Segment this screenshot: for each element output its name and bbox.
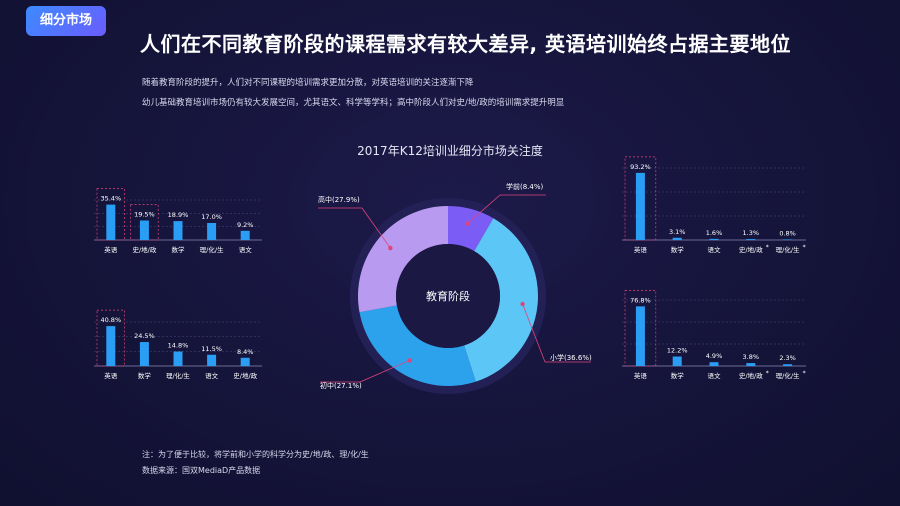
page-title: 人们在不同教育阶段的课程需求有较大差异, 英语培训始终占据主要地位 [140,32,792,56]
donut-slice-label: 高中(27.9%) [318,195,360,204]
bar-value-label: 1.6% [706,229,723,237]
bar-英语 [635,306,645,366]
donut-slice-初中 [359,305,476,386]
bar-语文 [207,354,217,366]
bar-value-label: 40.8% [100,316,121,324]
donut-leader-line [522,303,546,363]
bar-value-label: 18.9% [168,211,189,219]
bar-category-label: 数学 [172,245,186,254]
bar-value-label: 4.9% [706,352,723,360]
bar-category-label: 史/地/政 [739,371,763,380]
bar-语文 [709,238,719,240]
section-tag: 细分市场 [26,6,106,36]
bar-category-label: 语文 [239,245,253,254]
bar-value-label: 3.8% [743,353,760,361]
bar-category-label: 理/化/生 [166,371,190,380]
bar-value-label: 11.5% [201,345,222,353]
bar-category-label: 英语 [104,245,118,254]
donut-slice-label: 初中(27.1%) [320,381,362,390]
donut-leader-line [467,194,501,224]
donut-slice-小学 [464,218,539,382]
donut-center-label: 教育阶段 [426,289,470,303]
bar-英语 [106,326,116,366]
subtitle-line-2: 幼儿基础教育培训市场仍有较大发展空间，尤其语文、科学等学科；高中阶段人们对史/地… [142,98,565,108]
bar-category-label: 英语 [634,371,648,380]
footnote-star: * [803,244,806,251]
bar-史/地/政 [746,239,756,240]
bar-category-label: 数学 [671,245,685,254]
bar-语文 [240,230,250,240]
bar-数学 [173,221,183,240]
bar-语文 [709,362,719,366]
donut-slice-学前 [448,206,494,252]
footnote-star: * [766,370,769,377]
bar-value-label: 14.8% [168,342,189,350]
bar-category-label: 语文 [205,371,219,380]
bar-value-label: 3.1% [669,228,686,236]
bar-value-label: 2.3% [779,354,796,362]
donut-slice-label: 小学(36.6%) [550,353,592,362]
subtitle-line-1: 随着教育阶段的提升，人们对不同课程的培训需求更加分散，对英语培训的关注逐渐下降 [142,78,474,88]
bar-category-label: 英语 [104,371,118,380]
bar-理/化/生 [783,364,793,366]
bar-value-label: 17.0% [201,213,222,221]
bar-category-label: 史/地/政 [739,245,763,254]
bar-category-label: 史/地/政 [132,245,156,254]
bar-英语 [635,172,645,240]
bar-category-label: 语文 [708,245,722,254]
bar-value-label: 12.2% [667,347,688,355]
bar-category-label: 理/化/生 [776,245,800,254]
bar-value-label: 9.2% [237,221,254,229]
bar-数学 [139,342,149,366]
bar-value-label: 0.8% [779,229,796,237]
bar-value-label: 76.8% [630,296,651,304]
bar-value-label: 24.5% [134,332,155,340]
donut-slice-label: 学前(8.4%) [506,182,544,191]
donut-slice-高中 [358,206,448,313]
donut-label-dot [407,358,412,363]
bar-category-label: 理/化/生 [776,371,800,380]
bar-value-label: 19.5% [134,211,155,219]
bar-理/化/生 [207,223,217,240]
bar-category-label: 数学 [671,371,685,380]
donut-hole [396,244,500,348]
bar-数学 [672,237,682,240]
bar-category-label: 语文 [708,371,722,380]
data-source: 数据来源：国双MediaD产品数据 [142,466,261,475]
bar-史/地/政 [746,363,756,366]
bar-value-label: 8.4% [237,348,254,356]
donut-leader-line [361,207,391,249]
bar-英语 [106,204,116,240]
footnote-star: * [803,370,806,377]
bar-category-label: 史/地/政 [233,371,257,380]
footnote-star: * [766,244,769,251]
bar-category-label: 数学 [138,371,152,380]
footnote: 注：为了便于比较，将学前和小学的科学分为史/地/政、理/化/生 [142,450,369,459]
chart-title: 2017年K12培训业细分市场关注度 [357,144,543,158]
bar-史/地/政 [139,220,149,240]
bar-value-label: 93.2% [630,163,651,171]
bar-史/地/政 [240,357,250,366]
bar-value-label: 1.3% [743,229,760,237]
bar-category-label: 理/化/生 [200,245,224,254]
bar-category-label: 英语 [634,245,648,254]
donut-leader-line [359,360,410,383]
bar-value-label: 35.4% [100,195,121,203]
bar-理/化/生 [173,351,183,366]
bar-数学 [672,356,682,366]
bar-理/化/生 [783,239,793,240]
